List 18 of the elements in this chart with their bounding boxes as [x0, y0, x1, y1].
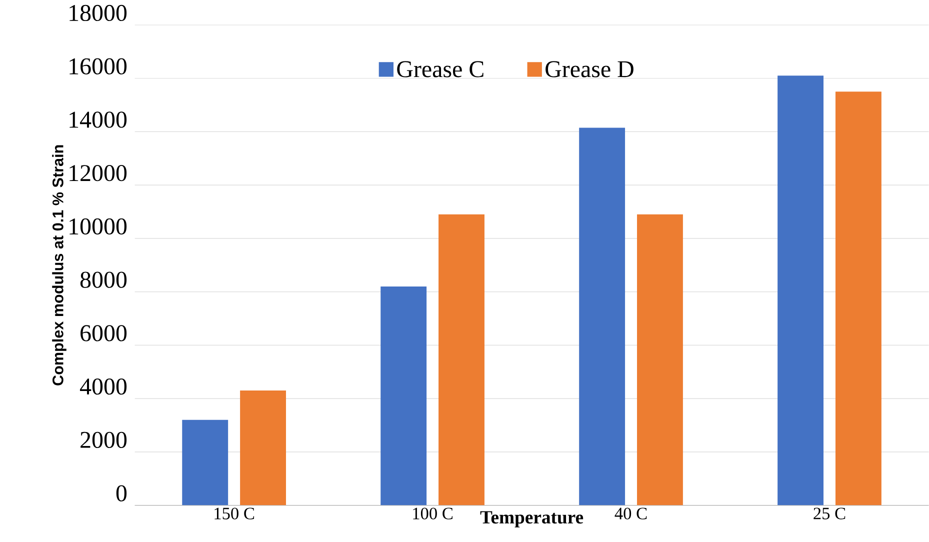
legend-label: Grease C — [397, 61, 484, 78]
x-tick-label: 100 C — [413, 508, 452, 520]
legend-label: Grease D — [546, 61, 634, 78]
x-tick-label: 40 C — [614, 508, 647, 520]
y-tick-label: 0 — [116, 485, 127, 502]
x-tick-label: 25 C — [814, 508, 846, 520]
y-tick-label: 10000 — [70, 218, 127, 234]
y-tick-label: 16000 — [70, 58, 127, 74]
y-tick-label: 18000 — [70, 4, 127, 21]
y-tick-label: 4000 — [80, 378, 127, 395]
x-axis-title: Temperature — [480, 511, 584, 528]
y-tick-label: 6000 — [80, 325, 127, 342]
y-tick-label: 14000 — [70, 112, 127, 128]
y-tick-label: 12000 — [70, 164, 127, 182]
y-tick-label: 8000 — [80, 272, 127, 288]
y-axis-title: Complex modulus at 0.1 % Strain — [52, 145, 66, 386]
x-tick-label: 150 C — [214, 508, 254, 520]
y-tick-label: 2000 — [80, 432, 127, 448]
